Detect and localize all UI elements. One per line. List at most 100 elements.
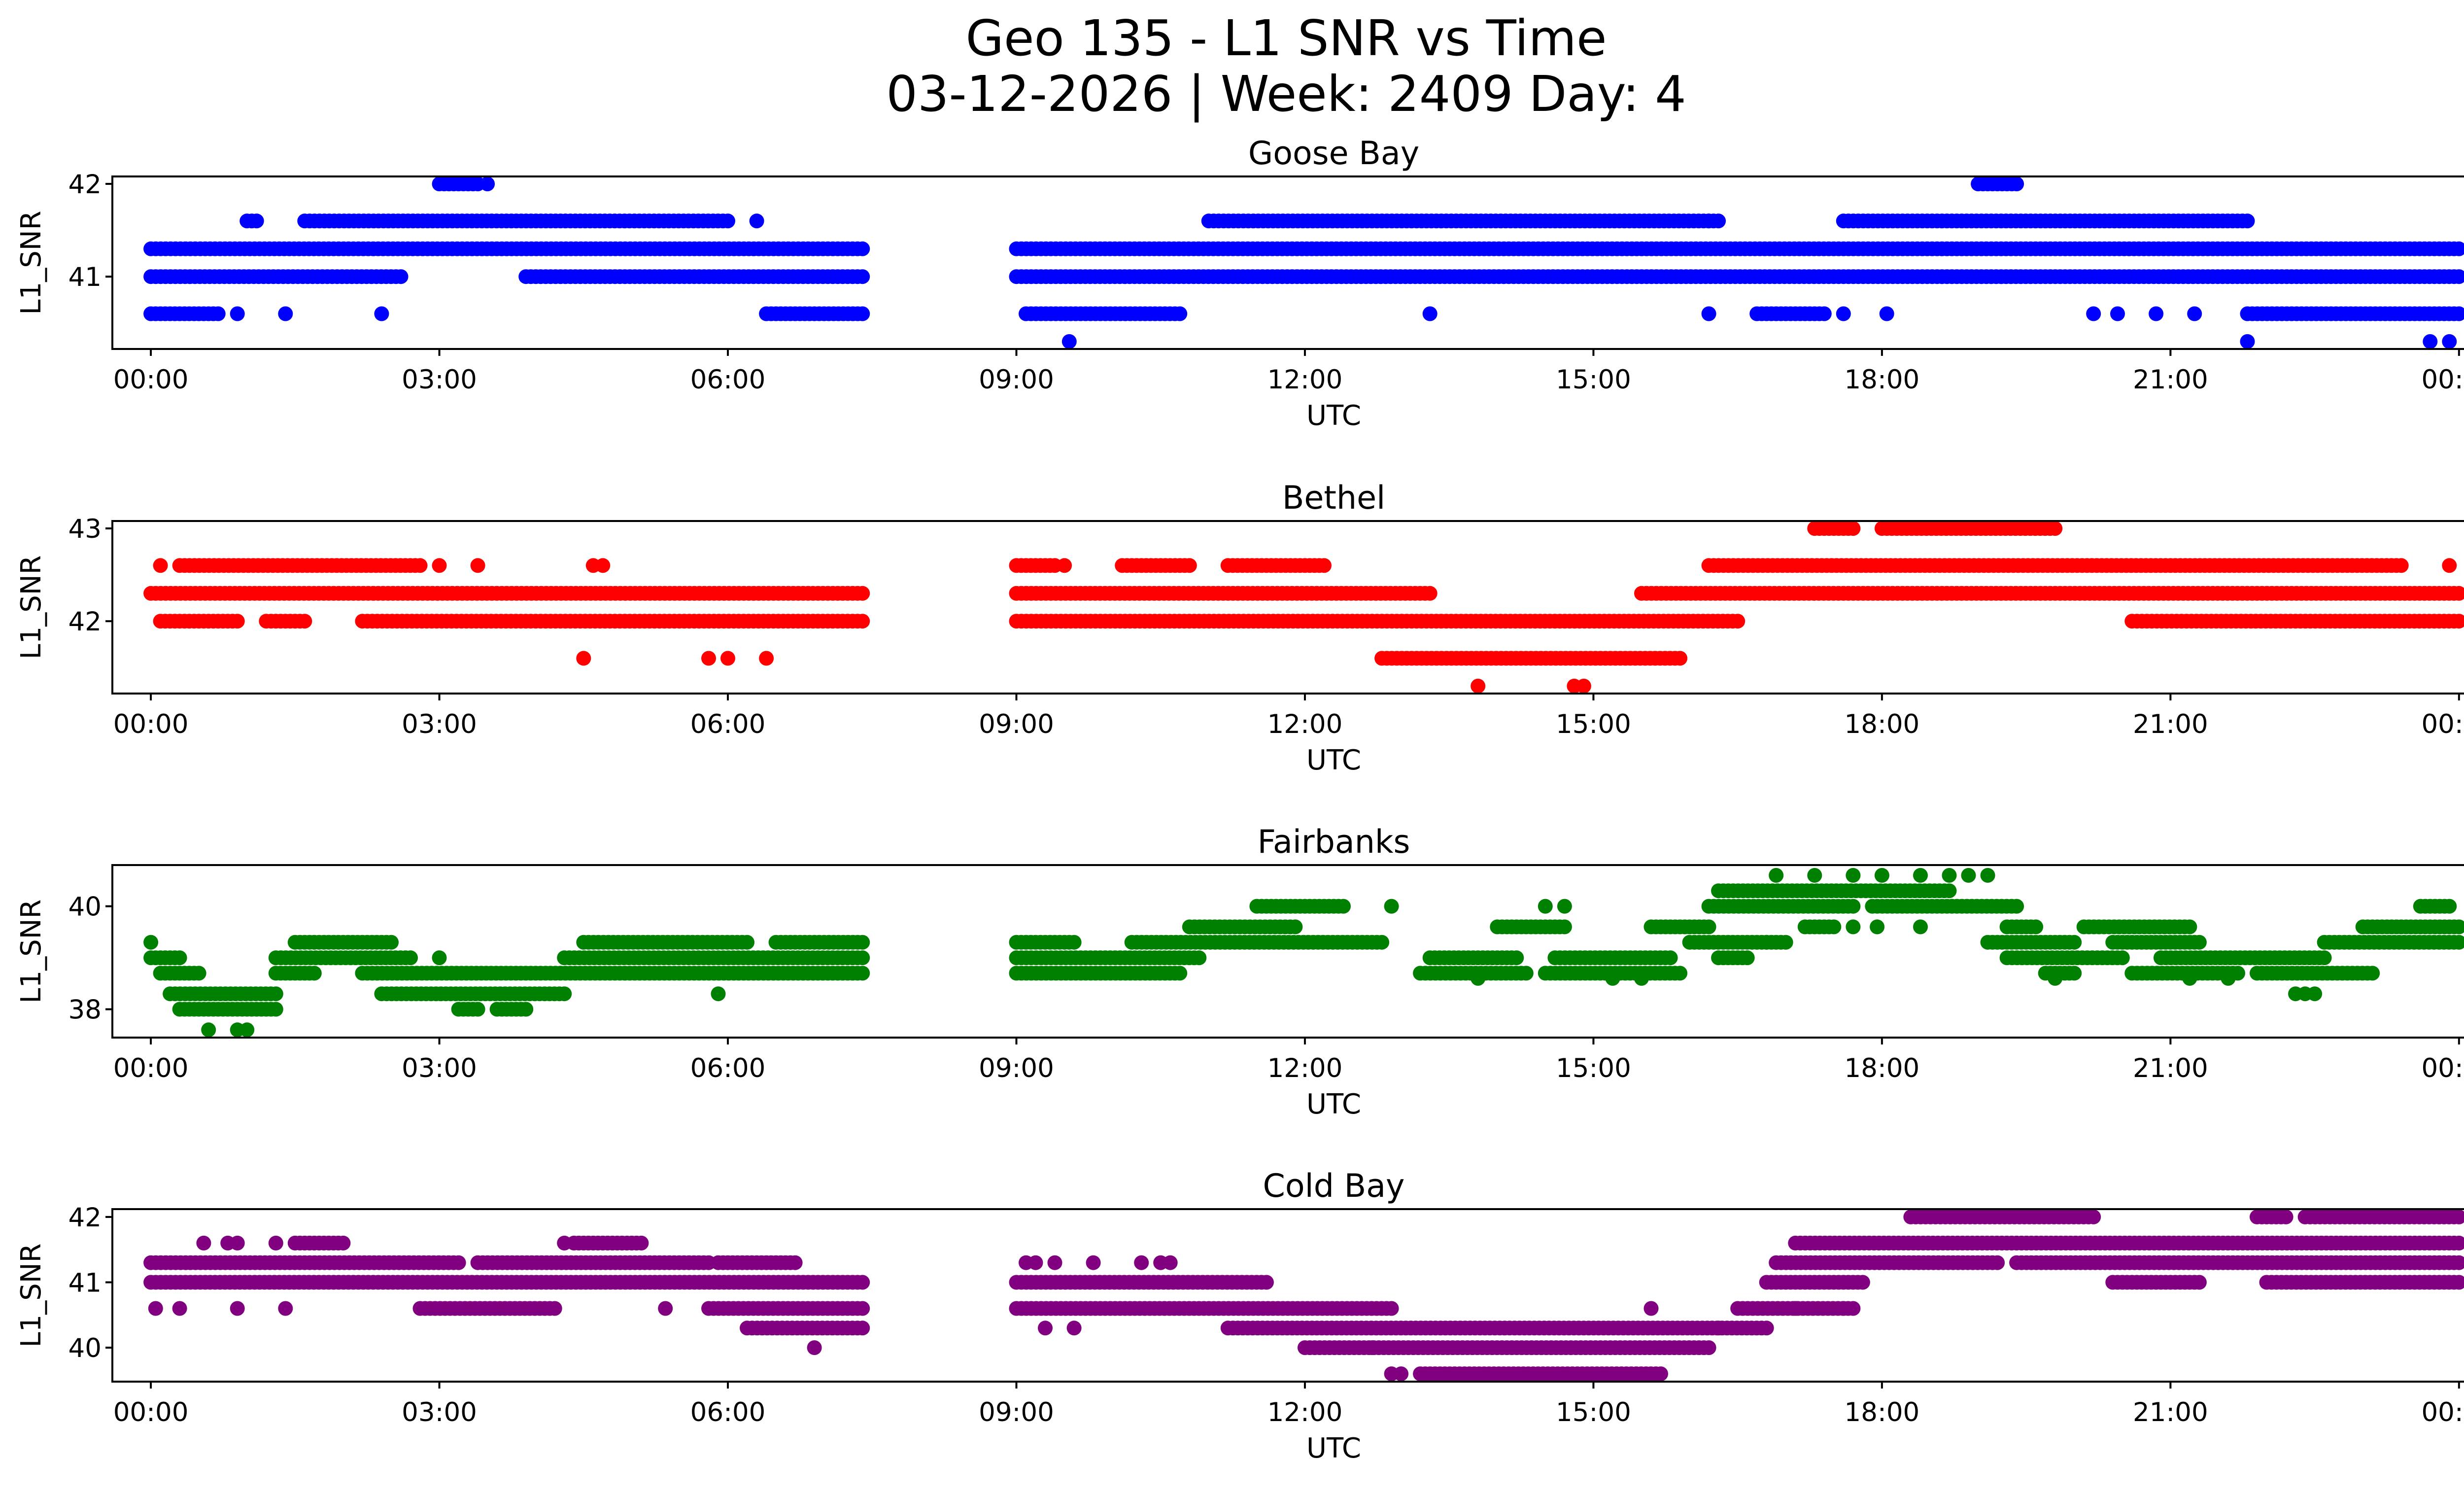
y-tick-label: 43 (68, 514, 102, 544)
data-point (1518, 966, 1534, 981)
data-point (807, 1340, 822, 1356)
data-point (148, 1301, 163, 1316)
data-point (1163, 1255, 1178, 1270)
scatter-points (143, 1209, 2464, 1382)
data-point (278, 306, 293, 321)
data-point (1701, 213, 1716, 229)
data-point (432, 950, 447, 966)
data-point (2442, 899, 2457, 914)
data-point (1778, 935, 1793, 950)
data-point (2442, 334, 2457, 349)
x-tick-label: 09:00 (979, 1397, 1054, 1427)
x-tick-label: 06:00 (690, 365, 766, 395)
scatter-points (143, 868, 2464, 1038)
x-tick-label: 00:00 (113, 1397, 189, 1427)
data-point (230, 1235, 245, 1251)
data-point (1038, 1321, 1053, 1336)
data-point (1730, 614, 1745, 629)
x-tick-label: 00:00 (113, 1053, 189, 1083)
data-point (432, 558, 447, 573)
data-point (701, 651, 716, 666)
data-point (2451, 1209, 2464, 1224)
data-point (547, 1301, 562, 1316)
data-point (1134, 1255, 1149, 1270)
data-point (1701, 919, 1716, 935)
data-point (1673, 966, 1688, 981)
data-point (1557, 899, 1572, 914)
data-point (1769, 868, 1784, 883)
x-tick-label: 18:00 (1845, 1053, 1920, 1083)
data-point (1701, 1340, 1716, 1356)
data-point (1879, 306, 1894, 321)
x-tick-label: 21:00 (2133, 365, 2208, 395)
y-tick-label: 42 (68, 607, 102, 637)
data-point (1172, 306, 1188, 321)
data-point (2240, 213, 2255, 229)
data-point (749, 213, 764, 229)
x-tick-label: 06:00 (690, 1053, 766, 1083)
data-point (2317, 950, 2332, 966)
data-point (1846, 868, 1861, 883)
data-point (1471, 678, 1486, 694)
data-point (1870, 919, 1885, 935)
data-point (210, 306, 226, 321)
data-point (1061, 334, 1077, 349)
data-point (2187, 306, 2202, 321)
data-point (759, 651, 774, 666)
data-point (1807, 868, 1822, 883)
data-point (1711, 1321, 1726, 1336)
data-point (658, 1301, 673, 1316)
data-point (855, 614, 870, 629)
x-tick-label: 18:00 (1845, 365, 1920, 395)
data-point (855, 1301, 870, 1316)
data-point (1673, 651, 1688, 666)
data-point (1028, 1255, 1043, 1270)
x-tick-label: 15:00 (1556, 709, 1631, 739)
data-point (2028, 919, 2044, 935)
x-tick-label: 21:00 (2133, 1397, 2208, 1427)
data-point (720, 651, 735, 666)
x-axis-label: UTC (1306, 744, 1361, 776)
data-point (201, 1022, 216, 1038)
data-point (720, 213, 735, 229)
y-tick-label: 40 (68, 892, 102, 922)
y-tick-label: 41 (68, 1268, 102, 1298)
axes-frame (111, 520, 2464, 695)
x-tick-label: 12:00 (1267, 1053, 1343, 1083)
y-tick-label: 38 (68, 995, 102, 1025)
scatter-points (143, 176, 2464, 349)
data-point (1836, 306, 1851, 321)
data-point (470, 1002, 485, 1017)
data-point (1846, 521, 1861, 536)
data-point (451, 1255, 466, 1270)
data-point (268, 1002, 283, 1017)
scatter-points (143, 521, 2464, 694)
x-tick-label: 15:00 (1556, 1053, 1631, 1083)
data-point (2067, 935, 2082, 950)
data-point (1605, 971, 1620, 986)
y-tick-label: 42 (68, 1203, 102, 1233)
data-point (1047, 1255, 1062, 1270)
y-axis-label: L1_SNR (15, 1243, 47, 1347)
data-point (230, 306, 245, 321)
data-point (1788, 1301, 1803, 1316)
data-point (787, 1255, 803, 1270)
data-point (1759, 935, 1774, 950)
x-tick-label: 18:00 (1845, 1397, 1920, 1427)
data-point (1374, 935, 1390, 950)
data-point (172, 950, 187, 966)
data-point (1643, 1301, 1659, 1316)
x-tick-label: 03:00 (402, 365, 477, 395)
x-tick-label: 00:00 (113, 709, 189, 739)
x-tick-label: 00:00 (2421, 1397, 2464, 1427)
panel-title: Bethel (1282, 480, 1385, 517)
data-point (2067, 966, 2082, 981)
data-point (1826, 919, 1842, 935)
data-point (855, 1275, 870, 1290)
x-tick-label: 09:00 (979, 1053, 1054, 1083)
data-point (634, 1235, 649, 1251)
